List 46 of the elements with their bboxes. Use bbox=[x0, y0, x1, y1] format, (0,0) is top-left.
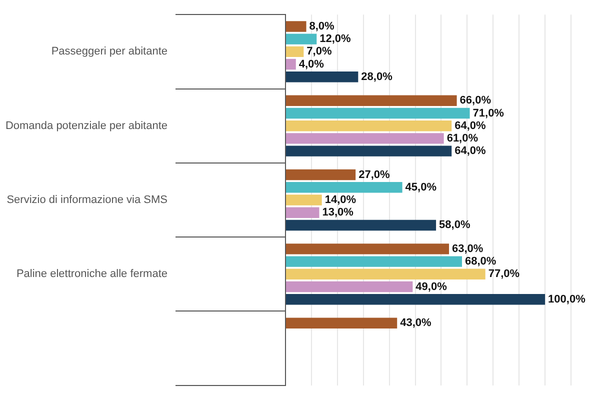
bar bbox=[286, 268, 486, 280]
bar bbox=[286, 72, 358, 82]
bar bbox=[286, 281, 413, 292]
data-label: 77,0% bbox=[488, 268, 520, 280]
data-label: 12,0% bbox=[320, 33, 352, 46]
data-label: 63,0% bbox=[452, 242, 484, 255]
data-label: 14,0% bbox=[324, 194, 356, 206]
data-label: 58,0% bbox=[439, 219, 470, 232]
bar bbox=[286, 46, 304, 58]
data-label: 8,0% bbox=[309, 20, 335, 32]
bar bbox=[286, 146, 452, 156]
bar bbox=[286, 256, 462, 267]
data-label: 7,0% bbox=[306, 46, 332, 58]
bar bbox=[286, 207, 320, 218]
bar bbox=[286, 169, 356, 180]
bar bbox=[286, 120, 452, 132]
y-tick-label: Paline elettroniche alle fermate bbox=[16, 268, 168, 280]
bar bbox=[286, 21, 306, 32]
bar bbox=[286, 194, 322, 206]
bar bbox=[286, 294, 546, 305]
bar bbox=[286, 244, 450, 254]
y-tick-label: Servizio di informazione via SMS bbox=[6, 194, 168, 206]
bar bbox=[286, 318, 398, 328]
data-label: 27,0% bbox=[358, 168, 390, 181]
data-label: 66,0% bbox=[460, 94, 492, 107]
data-label: 64,0% bbox=[454, 145, 486, 158]
bar bbox=[286, 220, 436, 231]
y-tick-label: Domanda potenziale per abitante bbox=[5, 120, 168, 132]
y-tick-label: Passeggeri per abitante bbox=[51, 46, 168, 58]
bar bbox=[286, 108, 470, 119]
data-label: 71,0% bbox=[472, 107, 504, 120]
data-label: 28,0% bbox=[361, 70, 393, 83]
bar bbox=[286, 95, 457, 106]
bar bbox=[286, 133, 444, 144]
data-label: 45,0% bbox=[405, 181, 437, 194]
data-label: 43,0% bbox=[400, 317, 432, 330]
data-label: 49,0% bbox=[416, 280, 448, 293]
bar bbox=[286, 182, 402, 193]
bar bbox=[286, 58, 296, 70]
data-label: 61,0% bbox=[446, 132, 478, 144]
data-label: 100,0% bbox=[548, 293, 586, 306]
bar bbox=[286, 34, 317, 44]
data-label: 13,0% bbox=[322, 206, 354, 219]
data-label: 4,0% bbox=[298, 58, 324, 70]
data-label: 68,0% bbox=[464, 256, 496, 268]
data-label: 64,0% bbox=[454, 120, 486, 132]
